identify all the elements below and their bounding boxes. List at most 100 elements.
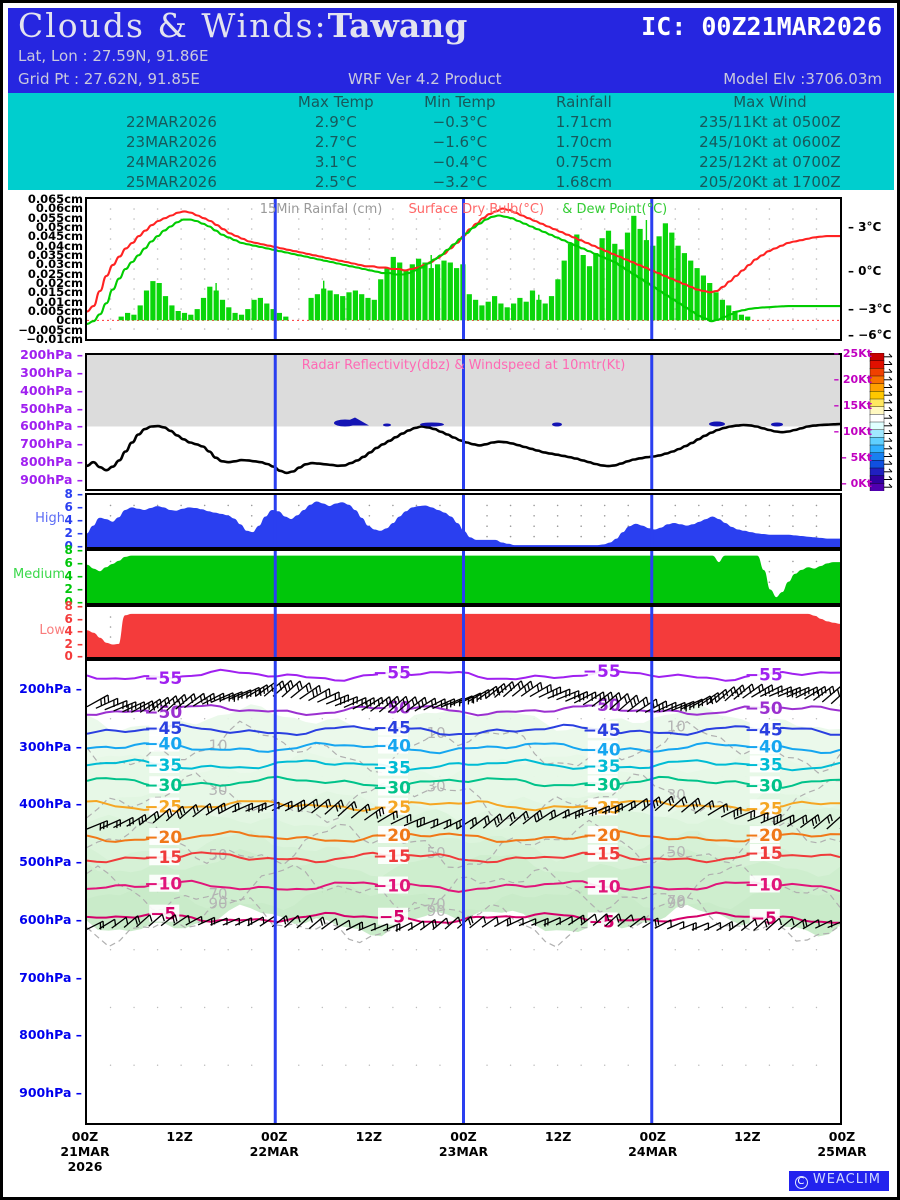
model-version-label: WRF Ver 4.2 Product (348, 70, 502, 88)
cell-date: 23MAR2026 (126, 133, 217, 151)
time-axis-tick: 12Z (545, 1129, 571, 1144)
svg-text:−55: −55 (745, 666, 783, 686)
medium-cloud-label: Medium (13, 567, 65, 582)
svg-text:−20: −20 (745, 826, 783, 846)
cross-section-ytick: 700hPa – (19, 969, 82, 985)
svg-text:10: 10 (208, 736, 227, 754)
svg-text:70: 70 (667, 892, 686, 910)
rainfall-ytick: 0.055cm (27, 210, 83, 225)
svg-text:−55: −55 (583, 662, 621, 682)
cross-section-ytick: 300hPa – (19, 738, 82, 754)
cloud-ytick: 0 – (64, 649, 83, 663)
rainfall-ytick: 0.005cm (27, 304, 83, 318)
svg-text:−30: −30 (745, 776, 783, 796)
time-axis-tick: 12Z (166, 1129, 192, 1144)
radar-ytick: 300hPa – (20, 364, 83, 380)
svg-text:−5: −5 (379, 908, 405, 928)
cloud-ytick: 8 – (64, 599, 83, 613)
time-axis-tick: 00Z 21MAR 2026 (60, 1129, 109, 1174)
svg-text:−15: −15 (373, 847, 411, 867)
svg-text:−35: −35 (583, 757, 621, 777)
cloud-ytick: 4 – (64, 624, 83, 638)
rainfall-ytick: 0cm (56, 313, 83, 328)
svg-text:−35: −35 (745, 755, 783, 775)
cell-max-temp: 2.5°C (314, 173, 357, 191)
cloud-ytick: 2 – (64, 582, 83, 596)
svg-text:50: 50 (667, 843, 686, 861)
gridpoint-label: Grid Pt : 27.62N, 91.85E (18, 70, 200, 88)
svg-text:−40: −40 (745, 737, 783, 757)
time-axis-tick: 12Z (356, 1129, 382, 1144)
tick-hour: 12Z (355, 1129, 383, 1144)
table-row: 23MAR2026 2.7°C −1.6°C 1.70cm 245/10Kt a… (8, 132, 894, 152)
rainfall-ytick: 0.05cm (35, 220, 83, 234)
cell-rainfall: 1.71cm (555, 113, 612, 131)
cell-min-temp: −0.3°C (432, 113, 488, 131)
rainfall-temperature-panel: 15Min Rainfal (cm) Surface Dry Bulb(°C) … (18, 192, 891, 346)
svg-text:−35: −35 (144, 756, 182, 776)
rainfall-ytick: 0.045cm (27, 229, 83, 244)
low-cloud-panel: Low 8 –6 –4 –2 –0 – (39, 599, 842, 663)
colorbar-tick: – 15Kt (833, 399, 872, 412)
cell-min-temp: −1.6°C (432, 133, 488, 151)
tick-date: 24MAR (628, 1144, 678, 1159)
svg-text:−15: −15 (144, 848, 182, 868)
cell-min-temp: −0.4°C (432, 153, 488, 171)
medium-cloud-panel: Medium 8 –6 –4 –2 –0 – (13, 543, 842, 609)
tick-hour: 00Z (639, 1129, 666, 1144)
time-axis-tick: 00Z 23MAR (439, 1129, 488, 1159)
model-elevation-label: Model Elv :3706.03m (723, 70, 882, 88)
svg-text:−45: −45 (745, 721, 783, 741)
cross-section-ytick: 900hPa – (19, 1085, 82, 1101)
cross-section-ytick: 800hPa – (19, 1027, 82, 1043)
radar-ytick: 600hPa – (20, 418, 83, 434)
svg-text:−45: −45 (583, 721, 621, 741)
time-axis: 00Z 21MAR 2026 12Z 00Z 22MAR 12Z 00Z 23MAR 12Z 00Z… (60, 1125, 866, 1195)
time-axis-tick: 00Z 25MAR (817, 1129, 866, 1159)
svg-text:50: 50 (427, 844, 446, 862)
cell-date: 24MAR2026 (126, 153, 217, 171)
svg-text:90: 90 (208, 894, 227, 912)
rainfall-ytick: 0.01cm (35, 294, 83, 309)
svg-text:−5: −5 (751, 909, 777, 929)
svg-text:−10: −10 (745, 875, 783, 895)
table-row: 24MAR2026 3.1°C −0.4°C 0.75cm 225/12Kt a… (8, 152, 894, 172)
svg-text:10: 10 (667, 717, 686, 735)
svg-text:90: 90 (427, 902, 446, 920)
tick-hour: 00Z (450, 1129, 477, 1144)
initial-condition-label: IC: 00Z21MAR2026 (641, 12, 882, 41)
rainfall-ytick: 0.035cm (27, 248, 83, 262)
windspeed-colorbar: – 25Kt – 20Kt – 15Kt – 10Kt – 5Kt – 0Kt (834, 347, 897, 491)
tick-date: 23MAR (438, 1144, 489, 1159)
time-axis-tick: 12Z (734, 1129, 760, 1144)
svg-text:−30: −30 (373, 779, 411, 799)
temperature-ytick: – −6°C (848, 328, 892, 342)
tick-hour: 12Z (734, 1129, 761, 1144)
svg-text:−25: −25 (144, 798, 182, 818)
tick-hour: 12Z (166, 1129, 193, 1144)
cloud-ytick: 8 – (64, 543, 83, 557)
cross-section-ytick: 400hPa – (19, 796, 82, 812)
cell-date: 25MAR2026 (126, 173, 217, 191)
colorbar-tick: – 0Kt (841, 477, 872, 490)
cloud-ytick: 6 – (64, 611, 83, 626)
cell-max-wind: 235/11Kt at 0500Z (699, 113, 841, 131)
page-title: Clouds & Winds:Tawang (18, 6, 468, 45)
high-cloud-panel: High 8 –6 –4 –2 –0 – (35, 487, 842, 553)
temperature-ytick: – −3°C (848, 302, 892, 316)
cell-rainfall: 1.68cm (555, 173, 612, 191)
cell-max-temp: 2.9°C (314, 113, 357, 131)
rainfall-ytick: 0.03cm (35, 257, 83, 272)
cell-max-temp: 2.7°C (314, 133, 357, 151)
header-banner: Clouds & Winds:Tawang IC: 00Z21MAR2026 L… (8, 6, 894, 93)
rainfall-ytick: 0.015cm (27, 285, 83, 300)
tick-hour: 00Z (828, 1129, 856, 1144)
svg-text:−15: −15 (583, 845, 621, 865)
svg-text:−20: −20 (144, 828, 182, 848)
radar-ytick: 800hPa – (20, 454, 83, 470)
latlon-label: Lat, Lon : 27.59N, 91.86E (18, 47, 209, 65)
svg-text:−30: −30 (144, 776, 182, 796)
colorbar-tick: – 10Kt (833, 425, 872, 438)
svg-text:−10: −10 (144, 875, 182, 895)
